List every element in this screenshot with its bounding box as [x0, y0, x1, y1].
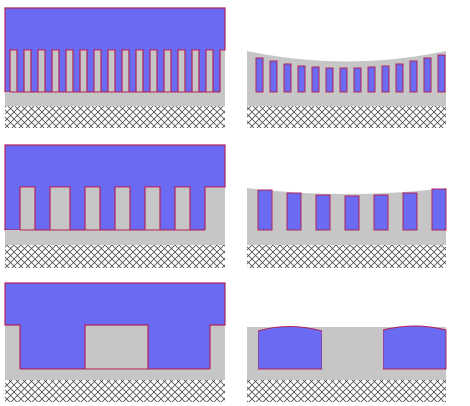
trench	[325, 67, 334, 93]
panel-row1-right	[247, 51, 446, 128]
hatched-base	[247, 245, 446, 268]
trench	[381, 65, 390, 93]
hatched-base	[5, 380, 225, 402]
trench	[297, 65, 306, 93]
trench	[409, 60, 418, 93]
substrate-bottom	[5, 92, 225, 106]
trench	[286, 192, 302, 231]
panel-row2-left	[4, 144, 226, 268]
substrate-edge-left	[247, 327, 258, 369]
trench	[353, 67, 362, 93]
substrate-mesa	[322, 327, 383, 369]
trench	[339, 67, 348, 93]
trench	[311, 66, 320, 93]
panel-row3-left	[4, 282, 226, 402]
hatched-base	[5, 245, 225, 268]
substrate-bottom	[5, 230, 225, 245]
trench	[283, 63, 292, 93]
trench	[437, 54, 446, 93]
trench	[344, 195, 360, 231]
fill-layer	[4, 144, 226, 231]
trench	[257, 189, 273, 231]
trench	[373, 194, 389, 231]
trench	[255, 57, 264, 93]
filled-trenches	[255, 54, 446, 93]
dished-trench-right	[382, 325, 447, 370]
fill-layer	[4, 282, 226, 370]
dished-trench-left	[257, 326, 323, 370]
hatched-base	[5, 106, 225, 128]
trench	[402, 192, 418, 231]
filled-trenches	[257, 188, 447, 231]
trench	[431, 188, 447, 231]
panel-row2-right	[247, 188, 447, 268]
trench	[315, 194, 331, 231]
panel-row1-left	[4, 7, 226, 128]
substrate-bottom	[5, 369, 225, 380]
hatched-base	[247, 380, 446, 402]
trench	[395, 63, 404, 93]
fill-layer	[4, 7, 226, 93]
panel-row3-right	[247, 325, 447, 402]
trench	[423, 57, 432, 93]
hatched-base	[247, 106, 446, 128]
trench	[367, 66, 376, 93]
trench	[269, 60, 278, 93]
